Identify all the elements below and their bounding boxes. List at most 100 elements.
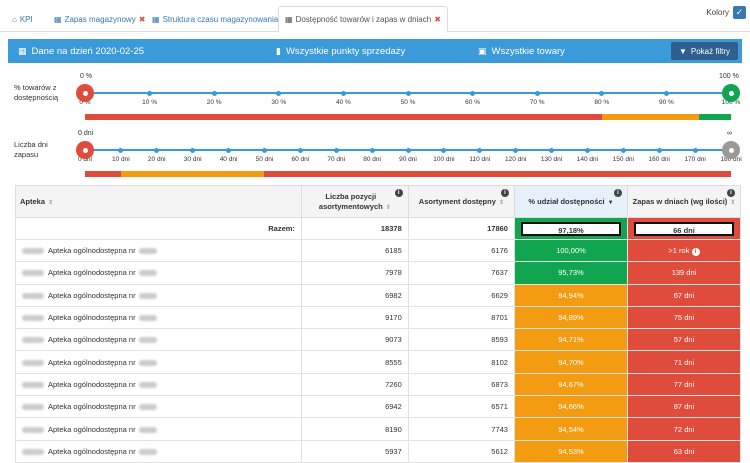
table-row[interactable]: Apteka ogólnodostępna nr 5937 5612 94,53% 63…	[15, 439, 742, 463]
points-filter[interactable]: ▮ Wszystkie punkty sprzedaży	[276, 39, 405, 63]
table-row[interactable]: Apteka ogólnodostępna nr 8190 7743 94,54% 72…	[15, 417, 742, 441]
apteka-cell: Apteka ogólnodostępna nr	[15, 395, 302, 419]
slider2-max-label: ∞	[727, 130, 732, 137]
slider-tick	[118, 147, 124, 153]
table-row[interactable]: Apteka ogólnodostępna nr 6942 6571 94,66% 87…	[15, 395, 742, 419]
slider-tick-label: 50 dni	[255, 156, 274, 163]
header-liczba[interactable]: Liczba pozycji asortymentowych ⇕ i	[300, 185, 409, 218]
close-icon[interactable]: ✖	[138, 14, 146, 24]
info-icon[interactable]: i	[394, 189, 403, 197]
slider1-label-line1: % towarów z	[14, 83, 57, 92]
udzial-cell: 94,67%	[513, 372, 628, 397]
table-row[interactable]: Apteka ogólnodostępna nr 6185 6176 100,00% >…	[15, 238, 742, 263]
slider-tick	[405, 147, 411, 153]
slider-tick-label: 110 dni	[469, 156, 491, 163]
checkbox-checked-icon[interactable]: ✓	[733, 6, 746, 19]
zapas-cell: 63 dni	[626, 439, 742, 463]
slider-tick	[276, 90, 282, 96]
apteka-name: Apteka ogólnodostępna nr	[48, 357, 136, 367]
zapas-cell: >1 rok i	[626, 238, 742, 263]
goods-filter[interactable]: ▣ Wszystkie towary	[478, 39, 565, 63]
asortyment-cell: 8701	[407, 305, 515, 330]
table-row[interactable]: Apteka ogólnodostępna nr 9073 8593 94,71% 57…	[15, 328, 742, 352]
tab-kpi[interactable]: ⌂ KPI	[6, 6, 39, 32]
handle-dot	[728, 147, 734, 153]
slider-tick-label: 40 %	[335, 99, 351, 106]
date-filter[interactable]: ▦ Dane na dzień 2020-02-25	[18, 39, 144, 63]
slider-handle-max[interactable]	[722, 141, 740, 159]
table-row[interactable]: Apteka ogólnodostępna nr 7260 6873 94,67% 77…	[15, 372, 742, 397]
tab-struktura-czasu[interactable]: ▦ Struktura czasu magazynowania ✖	[146, 6, 294, 32]
liczba-cell: 7978	[300, 261, 409, 285]
summary-liczba: 18378	[300, 217, 409, 240]
liczba-cell: 8555	[300, 350, 409, 374]
info-icon[interactable]: i	[727, 189, 735, 197]
zapas-cell: 139 dni	[626, 261, 742, 285]
header-asortyment-label: Asortyment dostępny	[418, 197, 496, 206]
redacted-block	[22, 315, 44, 322]
table-row[interactable]: Apteka ogólnodostępna nr 7978 7637 95,73% 13…	[15, 261, 742, 285]
header-asortyment[interactable]: Asortyment dostępny ⇕ i	[407, 185, 515, 218]
info-icon[interactable]: i	[691, 247, 700, 256]
apteka-name: Apteka ogólnodostępna nr	[48, 313, 136, 323]
slider-tick	[211, 90, 217, 96]
slider-tick-label: 20 %	[206, 99, 222, 106]
date-filter-label: Dane na dzień 2020-02-25	[31, 45, 145, 57]
apteka-name: Apteka ogólnodostępna nr	[48, 246, 136, 256]
redacted-block	[22, 292, 44, 299]
table-icon: ▦	[152, 14, 160, 24]
slider-handle-max[interactable]	[722, 84, 740, 102]
zapas-cell: 67 dni	[626, 283, 742, 307]
info-icon[interactable]: i	[613, 189, 622, 197]
table-icon: ▦	[54, 14, 62, 24]
header-apteka[interactable]: Apteka ⇕	[15, 185, 302, 218]
table-row[interactable]: Apteka ogólnodostępna nr 9170 8701 94,89% 75…	[15, 305, 742, 330]
slider-tick	[470, 90, 476, 96]
slider2-label-line1: Liczba dni	[14, 140, 48, 149]
redacted-block	[138, 359, 157, 366]
summary-row: Razem: 18378 17860 97,18% 66 dni	[15, 217, 742, 240]
slider-tick	[226, 147, 232, 153]
table-row[interactable]: Apteka ogólnodostępna nr 6982 6629 94,94% 67…	[15, 283, 742, 307]
sort-icon: ⇕	[498, 200, 504, 206]
close-icon[interactable]: ✖	[434, 15, 441, 24]
apteka-cell: Apteka ogólnodostępna nr	[15, 305, 302, 330]
slider-tick	[656, 147, 662, 153]
apteka-name: Apteka ogólnodostępna nr	[48, 268, 136, 278]
tab-zapas-magazynowy[interactable]: ▦ Zapas magazynowy ✖	[48, 6, 151, 32]
udzial-cell: 94,53%	[513, 439, 628, 463]
handle-dot	[82, 147, 88, 153]
redacted-block	[138, 404, 157, 411]
slider-handle-min[interactable]	[76, 84, 94, 102]
udzial-cell: 94,94%	[513, 283, 628, 307]
slider2-label: Liczba dni zapasu	[14, 140, 48, 160]
show-filters-button[interactable]: ▼ Pokaż filtry	[670, 42, 738, 60]
header-udzial[interactable]: % udział dostępności ▼ i	[513, 185, 628, 218]
slider-tick-label: 0 %	[79, 99, 91, 106]
slider-tick	[477, 147, 483, 153]
info-icon[interactable]: i	[500, 189, 509, 197]
udzial-cell: 94,89%	[513, 305, 628, 330]
zapas-value: 77 dni	[673, 379, 695, 389]
slider-tick-label: 80 %	[594, 99, 610, 106]
building-icon: ▮	[276, 45, 281, 56]
tab-dostepnosc-towarow[interactable]: ▦ Dostępność towarów i zapas w dniach ✖	[278, 6, 448, 33]
redacted-block	[22, 426, 44, 433]
slider-tick	[584, 147, 590, 153]
slider-tick-label: 170 dni	[684, 156, 706, 163]
slider-tick-label: 10 %	[142, 99, 158, 106]
zapas-cell: 71 dni	[626, 350, 742, 374]
tab-label: Dostępność towarów i zapas w dniach	[295, 15, 432, 24]
slider-tick-label: 50 %	[400, 99, 416, 106]
kolory-toggle[interactable]: Kolory ✓	[706, 6, 746, 19]
apteka-name: Apteka ogólnodostępna nr	[48, 335, 136, 345]
kolory-label: Kolory	[706, 8, 729, 17]
header-zapas[interactable]: Zapas w dniach (wg ilości) ⇕ i	[626, 185, 742, 218]
slider-tick-label: 130 dni	[540, 156, 563, 163]
slider-tick-label: 20 dni	[147, 156, 166, 163]
slider-tick-label: 90 %	[658, 99, 674, 106]
asortyment-cell: 5612	[407, 439, 515, 463]
slider-handle-min[interactable]	[76, 141, 94, 159]
color-band	[698, 114, 731, 120]
table-row[interactable]: Apteka ogólnodostępna nr 8555 8102 94,70% 71…	[15, 350, 742, 374]
